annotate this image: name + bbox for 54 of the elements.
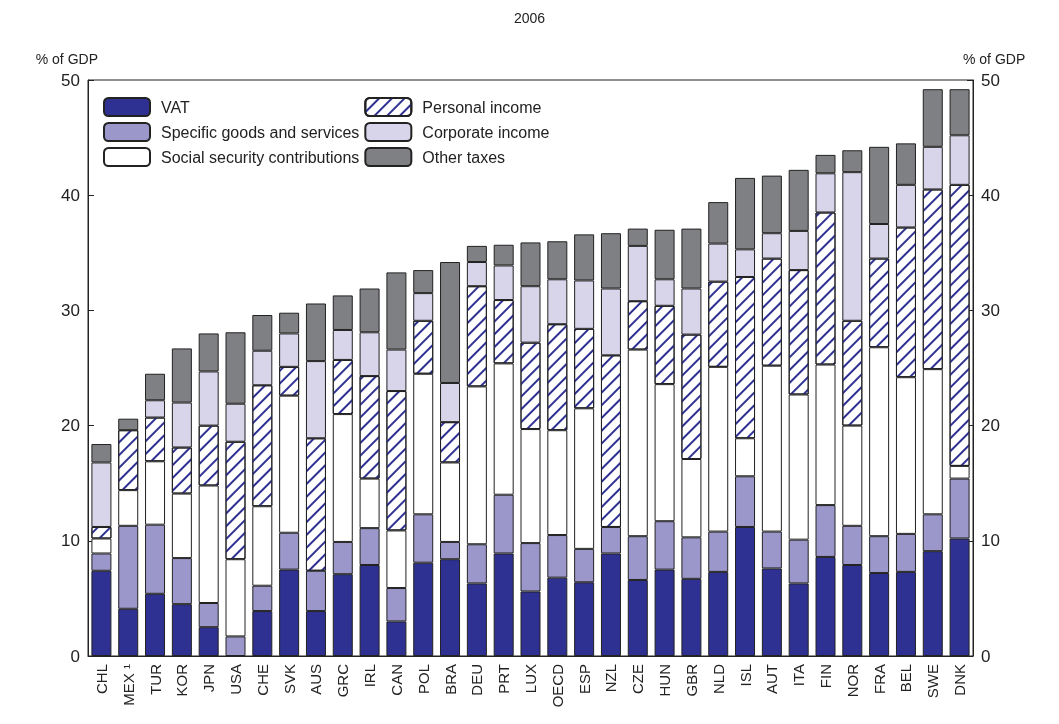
chart-title: 2006 xyxy=(513,10,546,26)
x-tick-label: ITA xyxy=(790,664,808,687)
y2-tick-label: 20 xyxy=(981,416,1000,436)
legend-label: Social security contributions xyxy=(161,148,360,166)
x-tick-label: HUN xyxy=(656,664,674,697)
x-tick-label: JPN xyxy=(200,664,218,693)
x-tick-label: GBR xyxy=(682,663,700,697)
x-tick-label: LUX xyxy=(522,664,539,694)
y2-tick-label: 10 xyxy=(981,531,1000,551)
x-tick-label: DEU xyxy=(468,664,486,696)
y-tick-label: 10 xyxy=(61,531,80,551)
x-tick-label: CHE xyxy=(253,664,271,696)
y2-tick-label: 0 xyxy=(981,646,991,666)
x-tick-label: USA xyxy=(227,664,244,695)
legend-label: Specific goods and services xyxy=(161,123,360,141)
x-tick-label: NOR xyxy=(843,663,861,698)
x-tick-label: POL xyxy=(414,664,432,695)
y-tick-label: 30 xyxy=(61,300,80,320)
x-tick-label: NZL xyxy=(602,664,620,693)
x-tick-label: SVK xyxy=(280,664,298,695)
y-axis-title: % of GDP xyxy=(35,51,98,67)
x-tick-label: ISL xyxy=(736,664,754,687)
y2-axis-title: % of GDP xyxy=(963,51,1026,67)
x-tick-label: FIN xyxy=(817,664,834,689)
x-tick-label: IRL xyxy=(361,664,379,688)
x-tick-label: TUR xyxy=(146,663,164,695)
x-tick-label: AUS xyxy=(307,664,325,695)
x-tick-label: SWE xyxy=(924,664,942,699)
legend-label: Other taxes xyxy=(422,148,506,166)
x-tick-label: PRT xyxy=(495,664,513,694)
x-tick-label: KOR xyxy=(173,663,191,697)
x-tick-label: OECD xyxy=(548,663,566,708)
x-tick-label: ESP xyxy=(575,664,593,695)
y-tick-label: 20 xyxy=(61,416,80,436)
x-tick-label: MEX ¹ xyxy=(119,664,137,706)
x-tick-label: FRA xyxy=(870,664,888,694)
x-tick-label: CAN xyxy=(387,664,405,696)
x-tick-label: GRC xyxy=(334,663,352,698)
x-tick-label: AUT xyxy=(763,664,781,694)
y2-tick-label: 40 xyxy=(981,185,1000,205)
y-tick-label: 0 xyxy=(70,646,80,666)
x-tick-label: DNK xyxy=(951,664,969,696)
x-tick-label: CHL xyxy=(92,664,110,695)
y2-tick-label: 30 xyxy=(981,300,1000,320)
y-tick-label: 50 xyxy=(61,70,80,90)
x-tick-label: BRA xyxy=(441,664,459,695)
legend-label: Personal income xyxy=(422,98,542,116)
y-tick-label: 40 xyxy=(61,185,80,205)
y2-tick-label: 50 xyxy=(981,70,1000,90)
x-tick-label: NLD xyxy=(709,663,727,695)
x-tick-label: CZE xyxy=(629,664,647,694)
legend-label: VAT xyxy=(161,98,190,116)
x-tick-label: BEL xyxy=(897,664,915,693)
legend-label: Corporate income xyxy=(422,123,550,141)
